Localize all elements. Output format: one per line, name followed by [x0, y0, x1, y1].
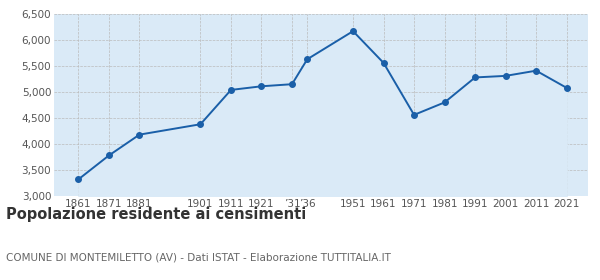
Text: Popolazione residente ai censimenti: Popolazione residente ai censimenti: [6, 207, 306, 222]
Text: COMUNE DI MONTEMILETTO (AV) - Dati ISTAT - Elaborazione TUTTITALIA.IT: COMUNE DI MONTEMILETTO (AV) - Dati ISTAT…: [6, 252, 391, 262]
